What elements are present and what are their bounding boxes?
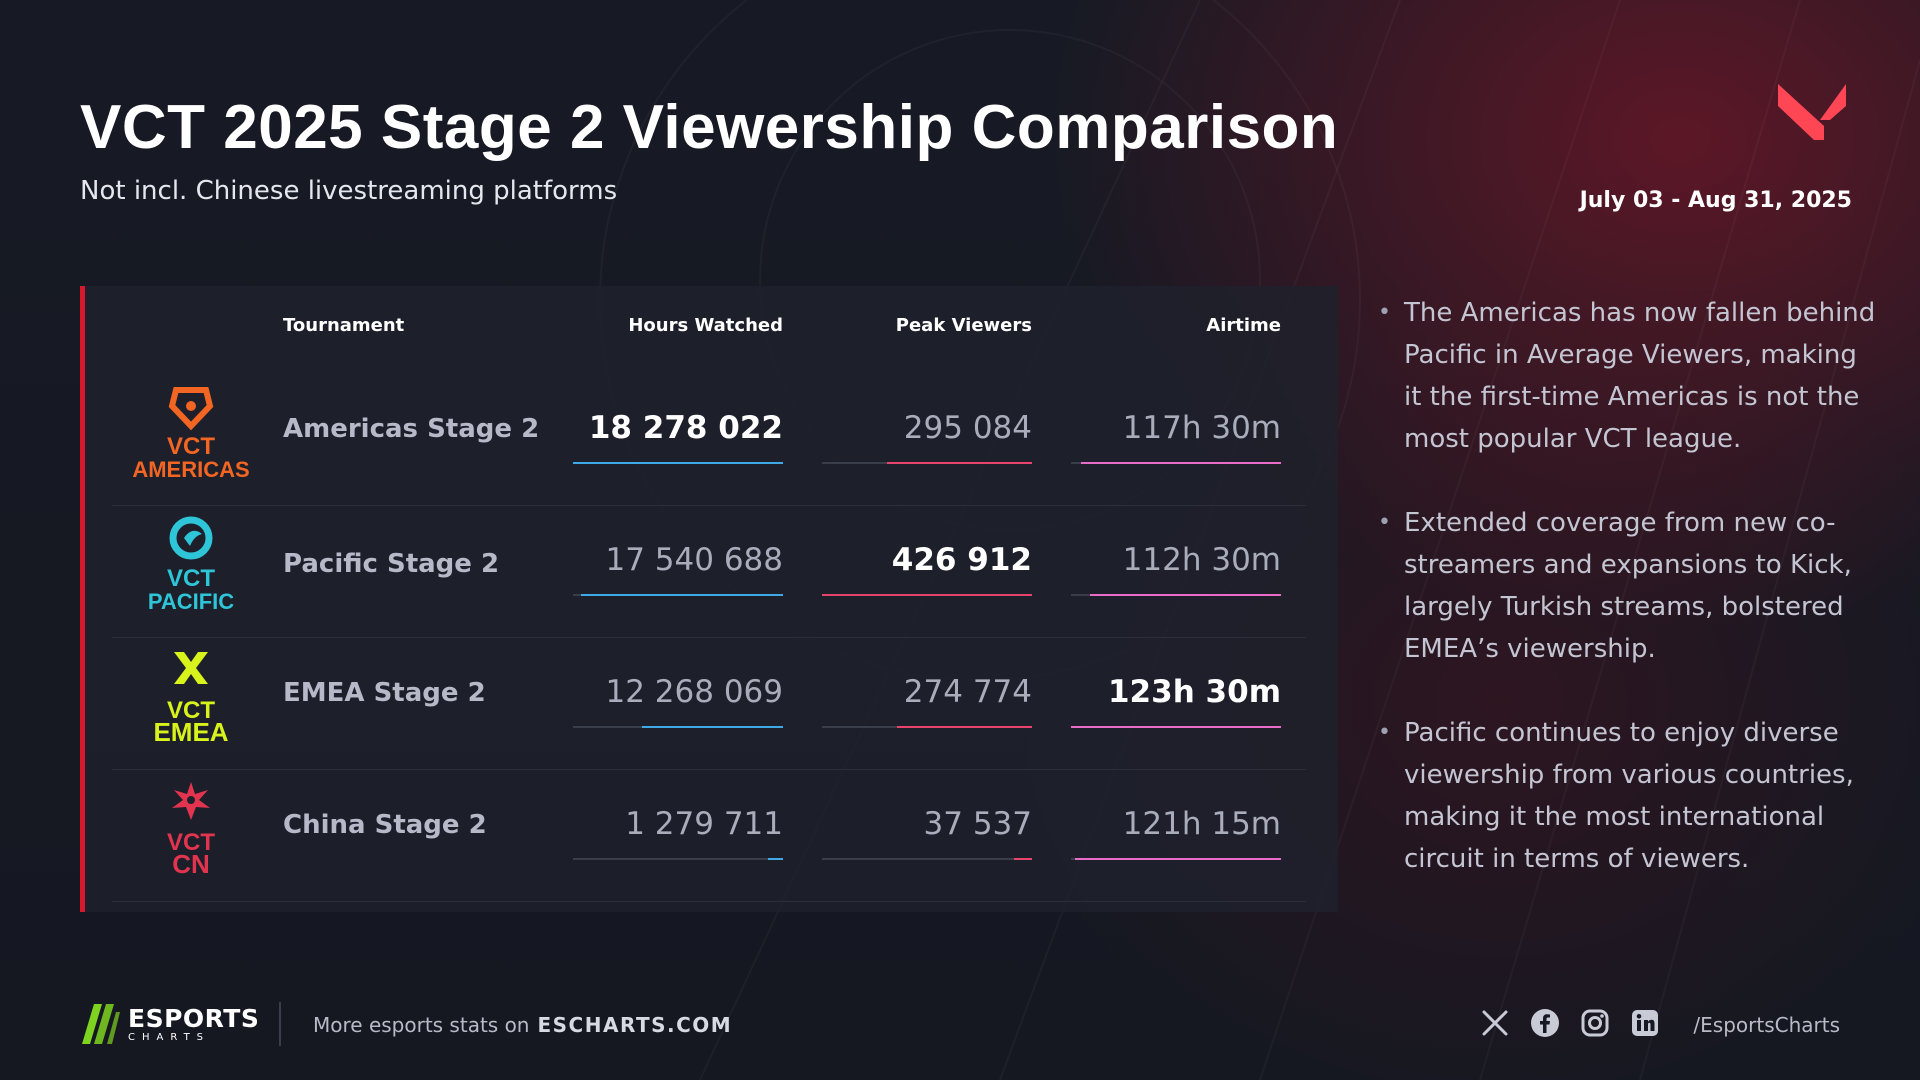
bar-fill-airtime [1075,858,1281,860]
cell-hours-watched: 18 278 022 [588,410,783,446]
esports-charts-brand[interactable]: ESPORTS CHARTS [80,1002,259,1046]
table-row: VCT PACIFIC Pacific Stage 2 17 540 688 426 9… [112,506,1306,638]
table-accent-bar [80,286,85,912]
valorant-v-logo-icon [1778,84,1846,140]
header-airtime: Airtime [1206,315,1281,336]
insight-item: The Americas has now fallen behind Pacif… [1378,292,1878,460]
tournament-name: China Stage 2 [283,810,487,840]
social-handle[interactable]: /EsportsCharts [1693,1013,1840,1037]
bar-fill-peak-viewers [887,462,1032,464]
logo-text-line1: VCT [167,565,215,592]
bar-fill-hours-watched [573,462,783,464]
bar-track-peak-viewers [822,726,1032,728]
cell-peak-viewers: 295 084 [903,410,1032,446]
logo-text-line1: VCT [167,433,215,460]
table-row: VCT AMERICAS Americas Stage 2 18 278 022 295… [112,374,1306,506]
bar-track-hours-watched [573,726,783,728]
cell-hours-watched: 1 279 711 [625,806,783,842]
bar-track-peak-viewers [822,858,1032,860]
tournament-name: EMEA Stage 2 [283,678,486,708]
logo-text-line2: EMEA [153,717,228,747]
brand-subname: CHARTS [128,1031,211,1043]
bar-fill-hours-watched [768,858,783,860]
logo-text-line2: PACIFIC [148,589,234,614]
bar-track-airtime [1071,726,1281,728]
date-range: July 03 - Aug 31, 2025 [1579,188,1852,213]
header-tournament: Tournament [283,315,405,336]
footer-divider [279,1002,281,1046]
cell-airtime: 121h 15m [1122,806,1281,842]
logo-text-line2: AMERICAS [132,457,249,482]
cell-airtime: 123h 30m [1107,674,1281,710]
bar-fill-hours-watched [581,594,783,596]
bar-fill-peak-viewers [897,726,1032,728]
bar-track-peak-viewers [822,594,1032,596]
bar-fill-hours-watched [642,726,783,728]
esports-charts-logo-icon [82,1004,120,1044]
header-peak-viewers: Peak Viewers [895,315,1032,336]
bar-track-hours-watched [573,858,783,860]
bar-track-hours-watched [573,594,783,596]
insights-list: The Americas has now fallen behind Pacif… [1378,292,1878,922]
bar-track-peak-viewers [822,462,1032,464]
bar-fill-peak-viewers [822,594,1032,596]
cell-airtime: 112h 30m [1122,542,1281,578]
brand-name: ESPORTS [128,1003,260,1033]
bar-track-airtime [1071,858,1281,860]
tournament-name: Americas Stage 2 [283,414,540,444]
tournament-name: Pacific Stage 2 [283,549,500,579]
bar-fill-peak-viewers [1014,858,1032,860]
cell-hours-watched: 12 268 069 [605,674,784,710]
bar-track-hours-watched [573,462,783,464]
x-icon[interactable] [1480,1008,1510,1038]
table-panel [80,286,1338,912]
footer-site-link[interactable]: ESCHARTS.COM [537,1013,733,1037]
page-title: VCT 2025 Stage 2 Viewership Comparison [80,93,1339,162]
cell-hours-watched: 17 540 688 [605,542,784,578]
facebook-icon[interactable] [1530,1008,1560,1038]
cell-peak-viewers: 274 774 [903,674,1032,710]
bar-fill-airtime [1071,726,1281,728]
bar-track-airtime [1071,462,1281,464]
instagram-icon[interactable] [1580,1008,1610,1038]
bar-track-airtime [1071,594,1281,596]
logo-text-line1: VCT [167,697,215,724]
logo-text-line1: VCT [167,829,215,856]
cell-peak-viewers: 426 912 [891,542,1032,578]
bar-fill-airtime [1081,462,1281,464]
insight-item: Pacific continues to enjoy diverse viewe… [1378,712,1878,880]
footer-more-stats: More esports stats on ESCHARTS.COM [313,1013,732,1037]
cell-peak-viewers: 37 537 [923,806,1032,842]
table-row: VCT CN China Stage 2 1 279 711 37 537 121h 15… [112,770,1306,902]
footer-more-text: More esports stats on [313,1013,530,1037]
bar-fill-airtime [1090,594,1281,596]
insight-item: Extended coverage from new co-streamers … [1378,502,1878,670]
page-subtitle: Not incl. Chinese livestreaming platform… [80,176,618,206]
table-row: VCT EMEA EMEA Stage 2 12 268 069 274 774 123h… [112,638,1306,770]
cell-airtime: 117h 30m [1122,410,1281,446]
linkedin-icon[interactable] [1630,1008,1660,1038]
logo-text-line2: CN [172,849,210,879]
header-hours-watched: Hours Watched [628,315,783,336]
